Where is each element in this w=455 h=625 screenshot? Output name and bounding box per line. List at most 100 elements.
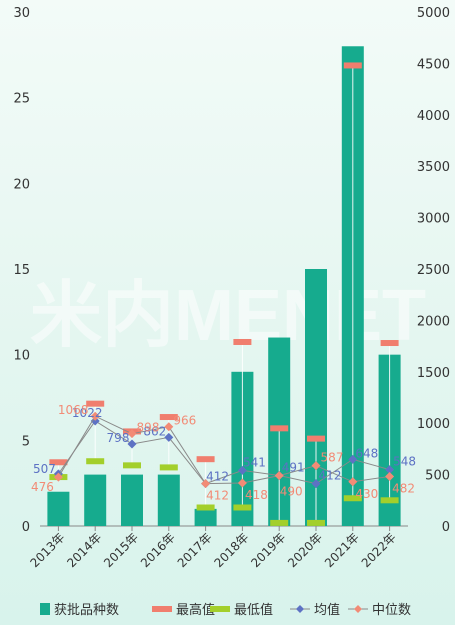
watermark: 米内MENET — [30, 276, 426, 356]
mean-point — [385, 465, 395, 475]
median-label: 412 — [206, 489, 229, 503]
bar — [157, 474, 180, 526]
bar-series — [47, 46, 401, 527]
x-tick-label: 2016年 — [138, 530, 178, 570]
median-label: 966 — [173, 414, 196, 428]
mean-point — [348, 454, 358, 464]
mean-point — [311, 479, 321, 489]
x-tick-label: 2014年 — [64, 530, 104, 570]
data-labels: 507 1022 798 862 412 541 491 412 648 548 476 1068 89… — [31, 403, 416, 502]
y-right-tick-label: 1500 — [417, 366, 450, 381]
y-right-tick-label: 3000 — [417, 212, 450, 227]
median-label: 490 — [280, 485, 303, 499]
marker-low — [196, 504, 215, 511]
marker-low — [343, 495, 362, 502]
median-point — [274, 471, 284, 481]
marker-high — [233, 338, 252, 345]
marker-high — [307, 435, 325, 442]
series-line — [57, 420, 390, 485]
x-tick-label: 2022年 — [359, 530, 399, 570]
mean-point — [90, 416, 100, 426]
y-right-tick-label: 3500 — [417, 160, 450, 175]
median-point — [127, 429, 137, 439]
x-tick-label: 2018年 — [212, 530, 252, 570]
y-left-tick-label: 15 — [13, 263, 30, 278]
mean-label: 412 — [319, 469, 342, 483]
x-tick-label: 2020年 — [285, 530, 325, 570]
mean-point — [127, 439, 137, 449]
mean-label: 798 — [107, 431, 130, 445]
marker-high — [159, 414, 178, 421]
median-label: 418 — [245, 488, 268, 502]
mean-label: 1022 — [72, 406, 103, 420]
legend: 获批品种数 最高值 最低值 均值 中位数 — [40, 602, 411, 618]
x-tick-label: 2017年 — [175, 530, 215, 570]
marker-high — [343, 62, 362, 69]
legend-label: 中位数 — [372, 603, 411, 618]
marker-high — [86, 400, 105, 407]
marker-low — [159, 464, 178, 471]
median-point — [237, 478, 247, 488]
y-right-tick-label: 2000 — [417, 314, 450, 329]
marker-high — [270, 425, 289, 432]
legend-swatch — [152, 606, 172, 612]
median-point — [90, 411, 100, 421]
y-right-tick-label: 4000 — [417, 109, 450, 124]
median-point — [201, 479, 211, 489]
y-left-tick-label: 30 — [13, 6, 30, 21]
marker-high — [196, 456, 215, 463]
median-point — [385, 471, 395, 481]
median-point — [311, 461, 321, 471]
marker-high — [380, 340, 399, 347]
legend-label: 均值 — [314, 602, 340, 618]
y-right-tick-label: 500 — [425, 469, 450, 484]
mean-label: 541 — [243, 455, 266, 469]
legend-label: 获批品种数 — [54, 603, 119, 618]
y-right-tick-label: 4500 — [417, 57, 450, 72]
marker-low — [86, 458, 105, 465]
x-tick-label: 2015年 — [101, 530, 141, 570]
y-right-tick-label: 1000 — [417, 417, 450, 432]
mean-point — [237, 465, 247, 475]
mean-label: 491 — [282, 461, 305, 475]
y-left-tick-label: 20 — [13, 177, 30, 192]
mean-label: 548 — [393, 455, 416, 469]
legend-swatch — [40, 603, 50, 615]
mean-label: 862 — [143, 424, 166, 438]
bar — [84, 474, 107, 526]
y-right-tick-label: 5000 — [417, 6, 450, 21]
marker-low — [380, 497, 399, 504]
median-point — [348, 477, 358, 487]
legend-swatch — [210, 606, 230, 612]
y-left-tick-label: 10 — [13, 349, 30, 364]
mean-label: 412 — [206, 470, 229, 484]
legend-swatch-point — [354, 605, 362, 613]
median-label: 476 — [31, 480, 54, 494]
mean-point — [164, 432, 174, 442]
y-right-tick-label: 2500 — [417, 263, 450, 278]
median-label: 430 — [355, 487, 378, 501]
median-label: 587 — [321, 451, 344, 465]
legend-label: 最低值 — [234, 602, 273, 618]
bar — [121, 474, 143, 526]
bar — [47, 491, 70, 526]
legend-swatch-point — [296, 605, 304, 613]
series-line — [57, 415, 390, 485]
median-label: 482 — [392, 481, 415, 495]
legend-label: 最高值 — [176, 602, 215, 618]
y-left-tick-label: 5 — [22, 434, 30, 449]
x-tick-label: 2019年 — [248, 530, 288, 570]
marker-low — [123, 462, 141, 469]
y-right-tick-label: 0 — [442, 520, 450, 535]
bar — [305, 269, 327, 526]
x-tick-label: 2013年 — [28, 530, 68, 570]
median-label: 898 — [137, 421, 160, 435]
median-point — [53, 472, 63, 482]
y-left-tick-label: 25 — [13, 92, 30, 107]
median-point — [164, 422, 174, 432]
mean-label: 648 — [355, 446, 378, 460]
marker-low — [307, 519, 325, 526]
y-left-tick-label: 0 — [22, 520, 30, 535]
mean-label: 507 — [33, 462, 56, 476]
